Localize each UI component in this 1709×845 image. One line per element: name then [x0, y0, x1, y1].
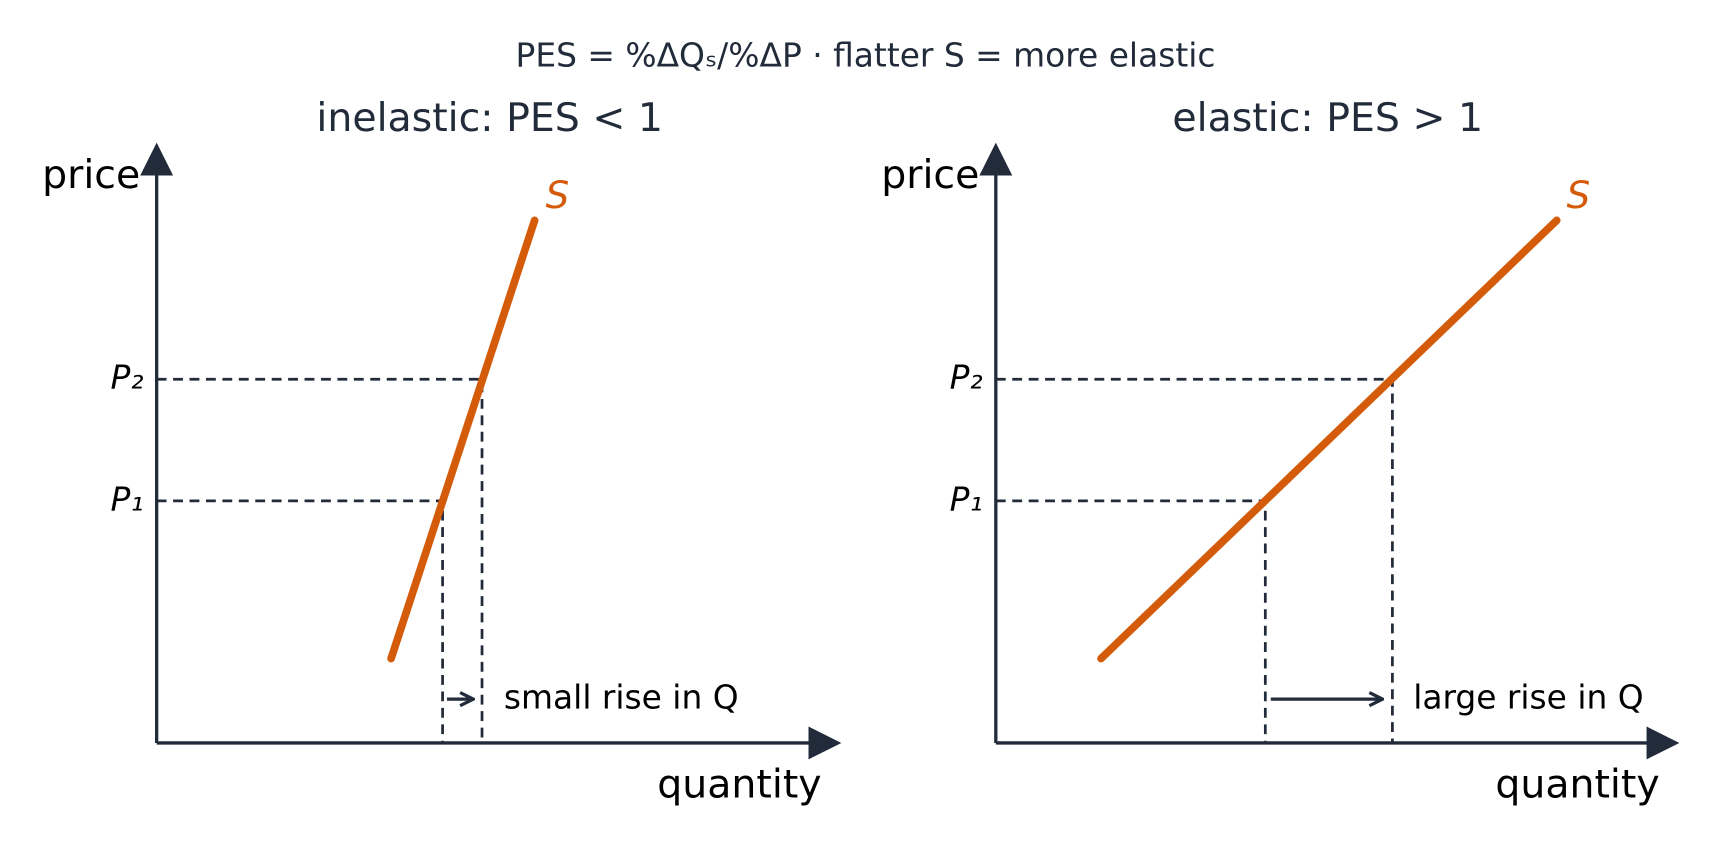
price-label: P₁ [950, 479, 983, 518]
x-axis-label: quantity [657, 761, 821, 807]
curve-label: S [546, 173, 570, 217]
y-axis-label: price [881, 152, 979, 198]
panel-title: elastic: PES > 1 [1172, 95, 1483, 141]
price-label: P₂ [950, 358, 983, 397]
guide-line [156, 377, 484, 743]
price-label: P₁ [111, 479, 144, 518]
figure-title: PES = %ΔQₛ/%ΔP · flatter S = more elasti… [516, 36, 1216, 75]
y-axis-arrow [140, 142, 174, 176]
y-axis-arrow [979, 142, 1013, 176]
x-axis-label: quantity [1495, 761, 1659, 807]
curve-label: S [1567, 173, 1591, 217]
x-axis-arrow [808, 726, 842, 760]
supply-curve [387, 216, 539, 663]
supply-curve [1097, 216, 1561, 663]
price-label: P₂ [111, 358, 144, 397]
annotation: large rise in Q [1413, 678, 1643, 717]
x-axis-arrow [1646, 726, 1680, 760]
annotation: small rise in Q [504, 678, 739, 717]
y-axis-label: price [42, 152, 140, 198]
panel-title: inelastic: PES < 1 [316, 95, 663, 141]
